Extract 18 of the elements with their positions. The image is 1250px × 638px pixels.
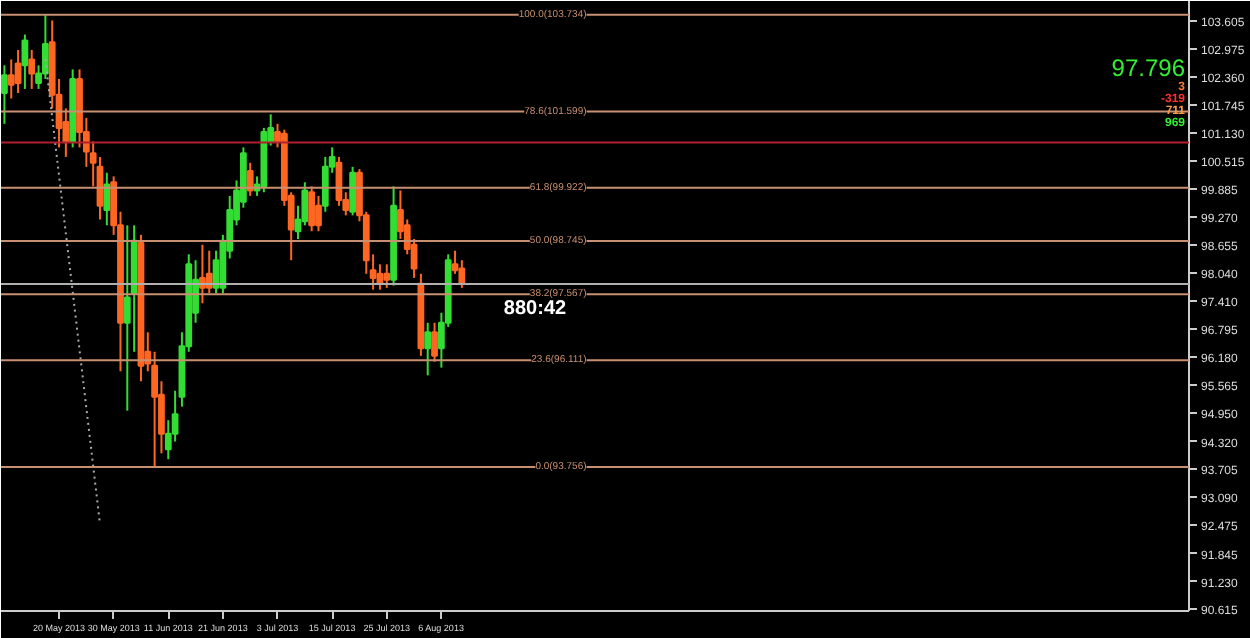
- candlestick: [7, 58, 15, 100]
- candlestick: [349, 165, 357, 217]
- candlestick: [123, 224, 131, 412]
- candlestick: [205, 249, 213, 295]
- candlestick: [315, 194, 322, 233]
- candlestick: [1, 64, 8, 125]
- candlestick: [458, 259, 466, 289]
- candlestick: [308, 185, 316, 233]
- candlestick: [103, 171, 111, 227]
- annotation: 97.796: [1111, 54, 1186, 82]
- candlestick: [424, 321, 432, 377]
- candlestick: [383, 263, 391, 289]
- candlestick: [431, 321, 438, 363]
- candlestick: [28, 48, 36, 90]
- annotation: 880:42: [503, 298, 568, 320]
- candlestick: [246, 161, 254, 197]
- candlestick: [321, 155, 329, 213]
- candlestick: [21, 33, 29, 90]
